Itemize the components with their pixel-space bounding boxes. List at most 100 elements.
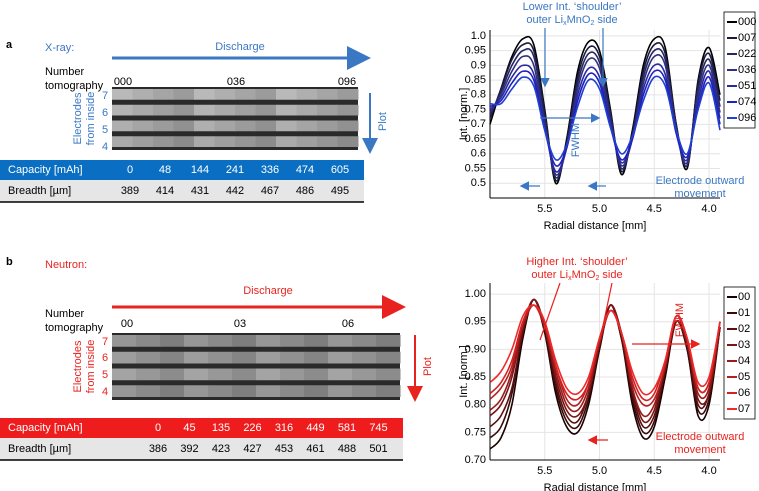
legend-label: 074 xyxy=(738,96,756,108)
tomography-stripe xyxy=(112,385,137,397)
tomography-stripe xyxy=(296,136,318,147)
tomography-stripe xyxy=(160,368,185,381)
tomography-stripe xyxy=(296,89,318,100)
electrode-number: 5 xyxy=(102,124,108,136)
tomography-stripe xyxy=(184,385,209,397)
x-tick-label: 5.5 xyxy=(537,203,552,215)
table-cell: 581 xyxy=(338,422,356,434)
y-axis-label: Int. [norm.] xyxy=(458,345,470,398)
y-tick-label: 1.00 xyxy=(465,288,486,300)
direction-label: Discharge xyxy=(215,41,265,53)
number-label: tomography xyxy=(45,80,104,92)
direction-label: Discharge xyxy=(243,285,293,297)
annotation-part: outer Li xyxy=(526,14,563,26)
tomography-number: 06 xyxy=(342,318,354,330)
tomography-stripe xyxy=(232,368,257,381)
x-tick-label: 5.5 xyxy=(537,465,552,477)
tomography-stripe xyxy=(337,120,359,132)
tomography-stripe xyxy=(328,351,353,364)
tomography-number: 036 xyxy=(227,76,245,88)
table-cell: 336 xyxy=(261,164,279,176)
tomography-stripe xyxy=(173,89,195,100)
tomography-stripe xyxy=(132,104,154,116)
annotation-part: x xyxy=(568,275,572,282)
tomography-stripe xyxy=(208,335,233,347)
y-tick-label: 0.9 xyxy=(471,59,486,71)
legend-label: 051 xyxy=(738,80,756,92)
tomography-stripe xyxy=(317,104,338,116)
table-cell: 495 xyxy=(331,185,349,197)
annotation-part: outer Li xyxy=(531,269,568,281)
tomography-stripe xyxy=(173,136,195,147)
electrode-number: 4 xyxy=(102,141,108,153)
electrodes-label: Electrodes xyxy=(72,92,84,144)
table-cell: 392 xyxy=(180,443,198,455)
table-cell: 605 xyxy=(331,164,349,176)
y-tick-label: 0.65 xyxy=(465,133,486,145)
tomography-stripe xyxy=(280,385,305,397)
legend-label: 04 xyxy=(738,355,750,367)
number-label: Number xyxy=(45,66,84,78)
tomography-stripe xyxy=(235,136,256,147)
table-cell: 386 xyxy=(149,443,167,455)
tomography-stripe xyxy=(304,351,329,364)
series-line xyxy=(489,304,721,396)
tomography-stripe xyxy=(296,104,318,116)
modality: Neutron: xyxy=(45,259,87,271)
tomography-stripe xyxy=(132,136,154,147)
annotation: Higher Int. ‘shoulder’ xyxy=(526,256,627,268)
electrode-number: 5 xyxy=(102,369,108,381)
y-tick-label: 0.85 xyxy=(465,74,486,86)
legend-label: 007 xyxy=(738,32,756,44)
tomography-stripe xyxy=(232,351,257,364)
table-cell: 431 xyxy=(191,185,209,197)
tomography-stripe xyxy=(255,136,277,147)
x-axis-label: Radial distance [mm] xyxy=(544,220,647,232)
annotation-part: side xyxy=(594,14,617,26)
tomography-stripe xyxy=(132,120,154,132)
y-tick-label: 0.90 xyxy=(465,343,486,355)
series-line xyxy=(489,47,721,179)
y-tick-label: 0.6 xyxy=(471,148,486,160)
x-tick-label: 4.5 xyxy=(647,465,662,477)
tomography-stripe xyxy=(214,89,236,100)
tomography-stripe xyxy=(256,368,281,381)
tomography-number: 00 xyxy=(121,318,133,330)
tomography-stripe xyxy=(153,136,174,147)
tomography-stripe xyxy=(112,136,133,147)
fwhm-label: FWHM xyxy=(674,303,686,337)
legend-box xyxy=(723,286,756,420)
tomography-stripe xyxy=(304,368,329,381)
plot-label: Plot xyxy=(377,112,389,131)
panel-label: b xyxy=(6,256,13,268)
table-cell: Capacity [mAh] xyxy=(8,164,83,176)
table-cell: 486 xyxy=(296,185,314,197)
tomography-stripe xyxy=(160,351,185,364)
number-label: tomography xyxy=(45,322,104,334)
tomography-stripe xyxy=(352,368,377,381)
tomography-stripe xyxy=(352,385,377,397)
electrode-number: 6 xyxy=(102,107,108,119)
table-cell: 316 xyxy=(275,422,293,434)
legend-label: 02 xyxy=(738,323,750,335)
electrodes-label: Electrodes xyxy=(72,340,84,392)
tomography-stripe xyxy=(337,136,359,147)
y-tick-label: 1.0 xyxy=(471,30,486,42)
table-cell: Breadth [µm] xyxy=(8,443,71,455)
table-cell: 0 xyxy=(127,164,133,176)
table-cell: 442 xyxy=(226,185,244,197)
tomography-number: 03 xyxy=(234,318,246,330)
y-tick-label: 0.8 xyxy=(471,89,486,101)
y-tick-label: 0.7 xyxy=(471,118,486,130)
y-tick-label: 0.95 xyxy=(465,45,486,57)
tomography-stripe xyxy=(304,335,329,347)
tomography-stripe xyxy=(255,89,277,100)
annotation-part: 2 xyxy=(590,20,594,27)
series-line xyxy=(489,75,721,161)
table-cell: 461 xyxy=(306,443,324,455)
legend-label: 05 xyxy=(738,371,750,383)
legend-label: 07 xyxy=(738,403,750,415)
tomography-stripe xyxy=(136,351,161,364)
y-tick-label: 0.75 xyxy=(465,103,486,115)
